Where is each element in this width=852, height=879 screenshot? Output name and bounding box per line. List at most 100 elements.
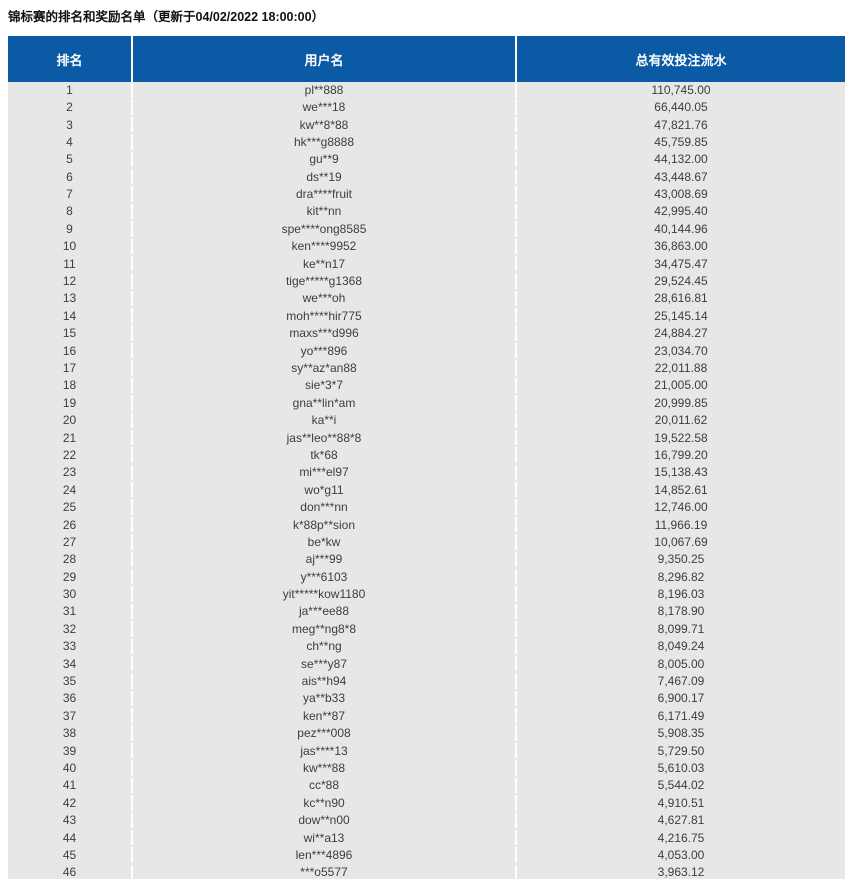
table-row: 27 be*kw 10,067.69 [8, 534, 845, 550]
cell-rank: 19 [8, 395, 133, 411]
table-row: 31 ja***ee88 8,178.90 [8, 603, 845, 620]
header-username: 用户名 [133, 36, 517, 82]
table-row: 5 gu**9 44,132.00 [8, 151, 845, 168]
cell-rank: 42 [8, 795, 133, 811]
table-row: 16 yo***896 23,034.70 [8, 342, 845, 359]
table-row: 24 wo*g11 14,852.61 [8, 481, 845, 498]
table-row: 14 moh****hir775 25,145.14 [8, 308, 845, 324]
cell-username: k*88p**sion [133, 516, 517, 533]
cell-rank: 44 [8, 829, 133, 846]
cell-rank: 37 [8, 708, 133, 724]
cell-turnover: 15,138.43 [517, 464, 845, 481]
cell-username: tk*68 [133, 447, 517, 463]
cell-rank: 15 [8, 325, 133, 341]
cell-turnover: 8,296.82 [517, 568, 845, 585]
cell-turnover: 25,145.14 [517, 308, 845, 324]
cell-rank: 39 [8, 742, 133, 759]
cell-rank: 21 [8, 429, 133, 446]
cell-username: ais**h94 [133, 673, 517, 689]
cell-turnover: 4,627.81 [517, 812, 845, 828]
cell-username: moh****hir775 [133, 308, 517, 324]
cell-turnover: 23,034.70 [517, 342, 845, 359]
cell-rank: 35 [8, 673, 133, 689]
leaderboard-table: 排名 用户名 总有效投注流水 1 pl**888 110,745.00 2 we***1… [8, 36, 845, 879]
cell-turnover: 5,908.35 [517, 725, 845, 741]
cell-turnover: 8,196.03 [517, 586, 845, 602]
cell-rank: 4 [8, 134, 133, 150]
table-row: 44 wi**a13 4,216.75 [8, 829, 845, 846]
cell-username: sy**az*an88 [133, 360, 517, 376]
cell-turnover: 29,524.45 [517, 273, 845, 289]
cell-turnover: 4,216.75 [517, 829, 845, 846]
table-row: 7 dra****fruit 43,008.69 [8, 186, 845, 202]
cell-username: pez***008 [133, 725, 517, 741]
cell-rank: 27 [8, 534, 133, 550]
table-row: 15 maxs***d996 24,884.27 [8, 325, 845, 341]
cell-rank: 12 [8, 273, 133, 289]
cell-username: cc*88 [133, 777, 517, 794]
cell-turnover: 19,522.58 [517, 429, 845, 446]
table-row: 8 kit**nn 42,995.40 [8, 203, 845, 220]
cell-turnover: 34,475.47 [517, 255, 845, 272]
table-row: 20 ka**i 20,011.62 [8, 412, 845, 428]
cell-username: mi***el97 [133, 464, 517, 481]
cell-username: ya**b33 [133, 690, 517, 707]
cell-turnover: 16,799.20 [517, 447, 845, 463]
cell-turnover: 20,011.62 [517, 412, 845, 428]
cell-turnover: 8,099.71 [517, 621, 845, 637]
table-row: 9 spe****ong8585 40,144.96 [8, 221, 845, 237]
cell-rank: 10 [8, 238, 133, 255]
cell-username: y***6103 [133, 568, 517, 585]
cell-turnover: 4,910.51 [517, 795, 845, 811]
table-row: 19 gna**lin*am 20,999.85 [8, 395, 845, 411]
cell-rank: 40 [8, 760, 133, 776]
table-row: 41 cc*88 5,544.02 [8, 777, 845, 794]
cell-turnover: 6,171.49 [517, 708, 845, 724]
table-row: 2 we***18 66,440.05 [8, 99, 845, 115]
cell-username: dra****fruit [133, 186, 517, 202]
cell-rank: 3 [8, 116, 133, 133]
cell-rank: 45 [8, 847, 133, 863]
cell-username: ka**i [133, 412, 517, 428]
cell-username: jas**leo**88*8 [133, 429, 517, 446]
cell-username: gu**9 [133, 151, 517, 168]
cell-turnover: 45,759.85 [517, 134, 845, 150]
cell-username: se***y87 [133, 655, 517, 672]
cell-rank: 14 [8, 308, 133, 324]
cell-username: be*kw [133, 534, 517, 550]
table-row: 34 se***y87 8,005.00 [8, 655, 845, 672]
cell-username: we***oh [133, 290, 517, 307]
cell-turnover: 110,745.00 [517, 82, 845, 98]
cell-username: maxs***d996 [133, 325, 517, 341]
table-row: 28 aj***99 9,350.25 [8, 551, 845, 568]
cell-turnover: 24,884.27 [517, 325, 845, 341]
table-row: 25 don***nn 12,746.00 [8, 499, 845, 515]
cell-rank: 20 [8, 412, 133, 428]
header-turnover: 总有效投注流水 [635, 52, 727, 68]
cell-turnover: 43,008.69 [517, 186, 845, 202]
table-row: 26 k*88p**sion 11,966.19 [8, 516, 845, 533]
cell-rank: 11 [8, 255, 133, 272]
cell-username: dow**n00 [133, 812, 517, 828]
cell-turnover: 21,005.00 [517, 377, 845, 394]
cell-rank: 25 [8, 499, 133, 515]
cell-rank: 31 [8, 603, 133, 620]
cell-rank: 34 [8, 655, 133, 672]
table-row: 36 ya**b33 6,900.17 [8, 690, 845, 707]
cell-rank: 32 [8, 621, 133, 637]
cell-username: kw**8*88 [133, 116, 517, 133]
table-row: 4 hk***g8888 45,759.85 [8, 134, 845, 150]
cell-username: ds**19 [133, 168, 517, 185]
cell-username: ken**87 [133, 708, 517, 724]
cell-username: pl**888 [133, 82, 517, 98]
table-row: 22 tk*68 16,799.20 [8, 447, 845, 463]
cell-username: kit**nn [133, 203, 517, 220]
cell-rank: 7 [8, 186, 133, 202]
cell-username: gna**lin*am [133, 395, 517, 411]
cell-username: jas****13 [133, 742, 517, 759]
cell-username: ke**n17 [133, 255, 517, 272]
cell-rank: 2 [8, 99, 133, 115]
table-body: 1 pl**888 110,745.00 2 we***18 66,440.05 3 kw**… [8, 82, 845, 879]
table-row: 33 ch**ng 8,049.24 [8, 638, 845, 654]
cell-username: yo***896 [133, 342, 517, 359]
